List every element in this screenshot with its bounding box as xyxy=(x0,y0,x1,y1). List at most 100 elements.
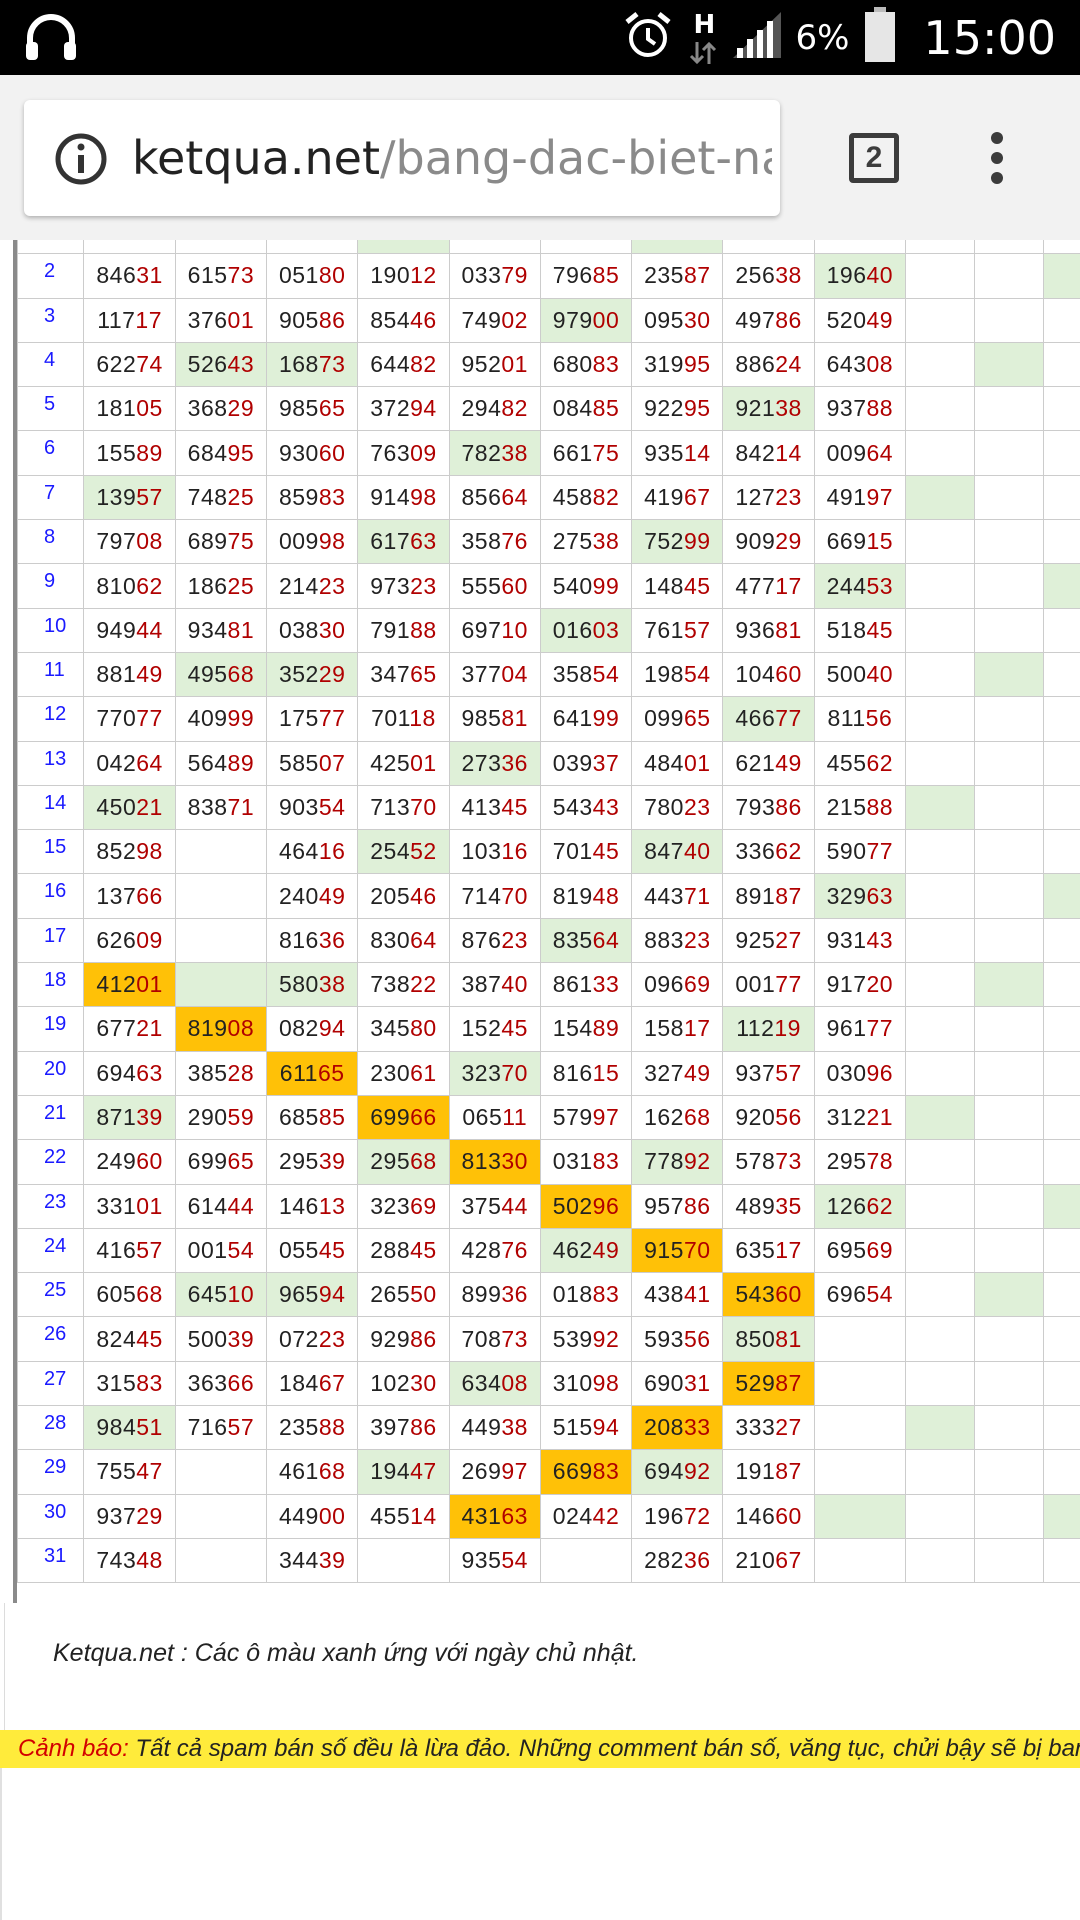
result-last-two: 44 xyxy=(227,1192,255,1219)
result-prefix: 644 xyxy=(370,351,411,378)
result-prefix: 626 xyxy=(96,926,137,953)
result-last-two: 00 xyxy=(592,306,620,333)
result-cell: 81615 xyxy=(539,1050,633,1096)
table-row: 23 33101 61444 14613 32369 37544 50296 95786 489… xyxy=(17,1183,1080,1229)
result-prefix: 579 xyxy=(552,1104,593,1131)
table-row: 5 18105 36829 98565 37294 29482 08485 92295 9213… xyxy=(17,386,1080,432)
result-last-two: 99 xyxy=(592,572,620,599)
result-prefix: 489 xyxy=(735,1192,776,1219)
result-last-two: 88 xyxy=(866,395,894,422)
empty-cell xyxy=(974,740,1044,786)
battery-icon xyxy=(863,7,897,68)
result-cell: 53992 xyxy=(539,1316,633,1362)
result-cell: 06511 xyxy=(448,1094,541,1141)
result-cell xyxy=(813,1405,907,1451)
result-prefix: 614 xyxy=(187,1192,228,1219)
result-last-two: 86 xyxy=(775,794,802,820)
overflow-menu-icon[interactable] xyxy=(985,130,1009,191)
result-prefix: 564 xyxy=(187,749,228,776)
result-last-two: 68 xyxy=(318,1458,346,1485)
result-prefix: 411 xyxy=(736,240,774,244)
result-cell: 37601 xyxy=(174,297,268,343)
tab-switcher-icon[interactable]: 2 xyxy=(849,133,899,183)
result-last-two: 22 xyxy=(410,971,437,998)
result-last-two: 38 xyxy=(318,971,346,998)
table-row: 22 24960 69965 29539 29568 81330 03183 77892 578… xyxy=(17,1139,1080,1185)
result-prefix: 922 xyxy=(644,395,684,422)
result-last-two: 96 xyxy=(592,1192,620,1219)
result-cell: 10316 xyxy=(448,829,541,875)
result-cell: 93681 xyxy=(722,607,815,653)
result-last-two: 33 xyxy=(592,971,620,998)
comment-area xyxy=(0,1768,1080,1920)
result-cell: 68975 xyxy=(174,519,268,565)
result-prefix: 450 xyxy=(96,794,137,820)
result-last-two: 77 xyxy=(775,971,802,998)
result-prefix: 529 xyxy=(735,1369,776,1396)
result-last-two: 94 xyxy=(410,395,437,422)
result-last-two: 65 xyxy=(317,1059,345,1086)
result-prefix: 778 xyxy=(644,1148,684,1175)
result-last-two: 50 xyxy=(410,1281,437,1308)
result-last-two: 98 xyxy=(318,528,346,555)
result-prefix: 696 xyxy=(826,1281,867,1308)
result-cell: 51845 xyxy=(813,607,907,653)
result-prefix: 920 xyxy=(735,1104,776,1131)
result-cell: 85081 xyxy=(722,1316,815,1362)
empty-cell xyxy=(1042,1537,1080,1584)
result-prefix: 181 xyxy=(96,395,137,422)
result-cell: 46249 xyxy=(539,1227,633,1274)
result-cell: 62274 xyxy=(83,341,176,388)
result-prefix: 957 xyxy=(644,1192,684,1219)
result-last-two: 70 xyxy=(501,882,528,909)
result-prefix: 780 xyxy=(644,794,684,820)
empty-cell xyxy=(1042,1272,1080,1318)
url-text[interactable]: ketqua.net/bang-dac-biet-nan xyxy=(132,100,772,216)
result-cell: 19640 xyxy=(813,253,907,299)
result-cell: 08294 xyxy=(266,1006,359,1052)
result-last-two: 85 xyxy=(592,262,620,289)
result-last-two: 05 xyxy=(136,395,163,422)
table-row: 18 41201 58038 73822 38740 86133 09669 00177 917… xyxy=(17,962,1080,1008)
result-prefix: 275 xyxy=(552,528,593,555)
result-last-two: 40 xyxy=(501,971,528,998)
result-last-two: 36 xyxy=(318,926,346,953)
address-bar[interactable]: ketqua.net/bang-dac-biet-nan xyxy=(24,100,780,216)
result-cell: 92056 xyxy=(722,1094,815,1141)
empty-cell xyxy=(974,474,1044,521)
result-prefix: 358 xyxy=(461,528,502,555)
result-last-two: 52 xyxy=(410,838,437,865)
result-last-two: 48 xyxy=(592,882,620,909)
result-last-two: 45 xyxy=(501,794,528,820)
result-cell: 37294 xyxy=(357,386,450,432)
result-prefix: 500 xyxy=(187,1325,228,1352)
result-last-two: 54 xyxy=(318,794,346,820)
result-last-two: 36 xyxy=(683,1547,711,1574)
table-row: 26 82445 50039 07223 92986 70873 53992 59356 850… xyxy=(17,1316,1080,1362)
empty-cell xyxy=(905,1316,975,1362)
day-number: 29 xyxy=(17,1449,85,1495)
empty-cell xyxy=(974,607,1044,653)
result-cell: 27538 xyxy=(539,519,633,565)
result-prefix: 368 xyxy=(187,395,228,422)
empty-cell xyxy=(905,1227,975,1274)
result-prefix: 412 xyxy=(96,971,137,998)
result-last-two: 86 xyxy=(683,1192,711,1219)
result-prefix: 611 xyxy=(279,1059,318,1086)
result-last-two: 17 xyxy=(775,1236,802,1263)
empty-cell xyxy=(974,784,1044,831)
info-icon[interactable] xyxy=(54,132,108,191)
empty-cell xyxy=(974,829,1044,875)
result-last-two: 35 xyxy=(775,1192,802,1219)
result-cell: 19854 xyxy=(631,651,724,698)
day-number: 15 xyxy=(17,829,85,875)
empty-cell xyxy=(1042,1006,1080,1052)
result-prefix: 689 xyxy=(187,528,228,555)
empty-cell xyxy=(974,917,1044,964)
result-last-two: 30 xyxy=(410,1369,437,1396)
empty-cell xyxy=(1042,651,1080,698)
result-cell: 13766 xyxy=(83,873,176,919)
result-last-two: 49 xyxy=(866,306,894,333)
result-last-two: 01 xyxy=(136,971,163,998)
result-last-two: 02 xyxy=(501,306,528,333)
